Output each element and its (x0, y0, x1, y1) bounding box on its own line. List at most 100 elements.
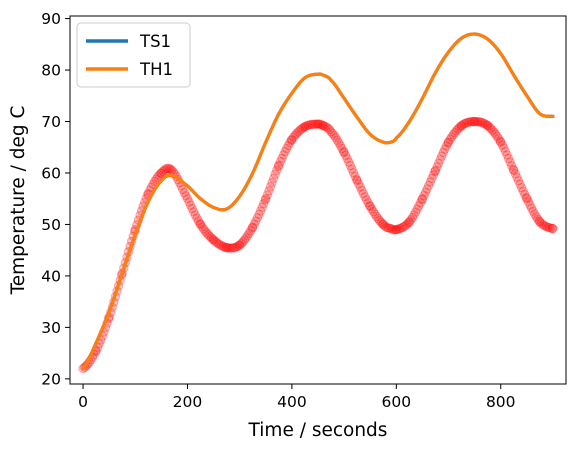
x-tick-label: 800 (486, 393, 516, 411)
measured-point (516, 183, 527, 193)
measured-point (422, 184, 432, 194)
legend-label-ts1: TS1 (139, 32, 171, 51)
measured-point (225, 243, 235, 253)
measured-point (467, 116, 478, 127)
measured-point (490, 129, 501, 139)
measured-point (193, 216, 204, 226)
measured-point (360, 192, 370, 202)
measured-point (283, 140, 293, 151)
measured-point (153, 172, 163, 182)
measured-points (78, 116, 558, 374)
measured-point (522, 194, 532, 204)
measured-point (314, 119, 325, 129)
measured-point (352, 176, 362, 186)
measured-point (492, 131, 502, 141)
measured-point (523, 197, 534, 207)
measured-point (493, 133, 504, 144)
measured-point (396, 223, 406, 233)
measured-point (487, 125, 498, 135)
measured-point (387, 224, 398, 235)
measured-point (427, 173, 437, 184)
measured-point (370, 209, 380, 219)
measured-point (298, 123, 308, 133)
measured-point (273, 161, 284, 172)
measured-point (480, 119, 491, 129)
measured-point (357, 185, 367, 196)
measured-point (446, 132, 457, 142)
measured-point (499, 143, 509, 153)
measured-point (295, 125, 305, 136)
measured-point (383, 223, 393, 233)
measured-point (285, 138, 295, 148)
measured-point (261, 194, 271, 204)
measured-point (534, 216, 545, 226)
measured-point (348, 168, 359, 178)
measured-point (182, 194, 193, 204)
measured-point (443, 137, 454, 147)
measured-point (338, 146, 349, 157)
measured-point (456, 120, 467, 131)
measured-point (195, 219, 206, 230)
measured-point (355, 182, 365, 192)
measured-point (419, 190, 429, 201)
measured-point (187, 203, 197, 214)
measured-point (156, 168, 167, 178)
measured-point (496, 137, 506, 147)
measured-point (461, 118, 471, 128)
measured-point (406, 215, 416, 225)
measured-point (242, 231, 253, 241)
y-tick-label: 40 (41, 267, 61, 285)
measured-point (528, 206, 538, 216)
measured-point (460, 118, 470, 129)
measured-point (509, 165, 519, 176)
measured-point (275, 157, 286, 167)
y-tick-label: 20 (41, 370, 61, 388)
measured-point (164, 163, 174, 174)
measured-point (407, 212, 418, 223)
measured-point (197, 222, 207, 232)
measured-point (331, 133, 341, 143)
measured-point (251, 216, 261, 226)
measured-point (234, 240, 244, 251)
measured-point (223, 243, 233, 253)
measured-point (161, 164, 171, 174)
measured-point (264, 186, 274, 196)
y-tick-label: 60 (41, 164, 61, 182)
measured-point (287, 134, 297, 145)
measured-point (433, 158, 444, 169)
measured-point (443, 138, 453, 148)
measured-point (166, 164, 176, 175)
measured-point (368, 206, 379, 217)
measured-point (335, 140, 346, 151)
measured-point (495, 136, 505, 146)
measured-point (544, 222, 554, 233)
measured-point (476, 117, 486, 127)
measured-point (535, 217, 545, 227)
measured-point (267, 177, 277, 188)
measured-point (445, 134, 455, 145)
measured-point (464, 117, 475, 127)
measured-point (378, 219, 388, 229)
measured-point (365, 201, 375, 212)
measured-point (502, 150, 512, 160)
measured-point (248, 222, 258, 232)
measured-point (389, 225, 399, 235)
measured-point (268, 173, 279, 184)
measured-point (213, 238, 223, 249)
measured-point (326, 127, 336, 137)
measured-point (505, 157, 515, 167)
measured-point (458, 119, 468, 130)
measured-point (404, 217, 415, 227)
measured-point (249, 219, 260, 229)
measured-point (432, 162, 442, 172)
measured-point (529, 209, 540, 219)
measured-point (371, 211, 382, 222)
measured-point (215, 240, 225, 250)
series-line-th1 (81, 32, 555, 371)
x-tick-label: 400 (277, 393, 307, 411)
measured-point (321, 122, 332, 132)
measured-point (206, 233, 217, 243)
measured-point (430, 166, 440, 177)
measured-point (428, 170, 439, 180)
measured-point (184, 197, 194, 207)
